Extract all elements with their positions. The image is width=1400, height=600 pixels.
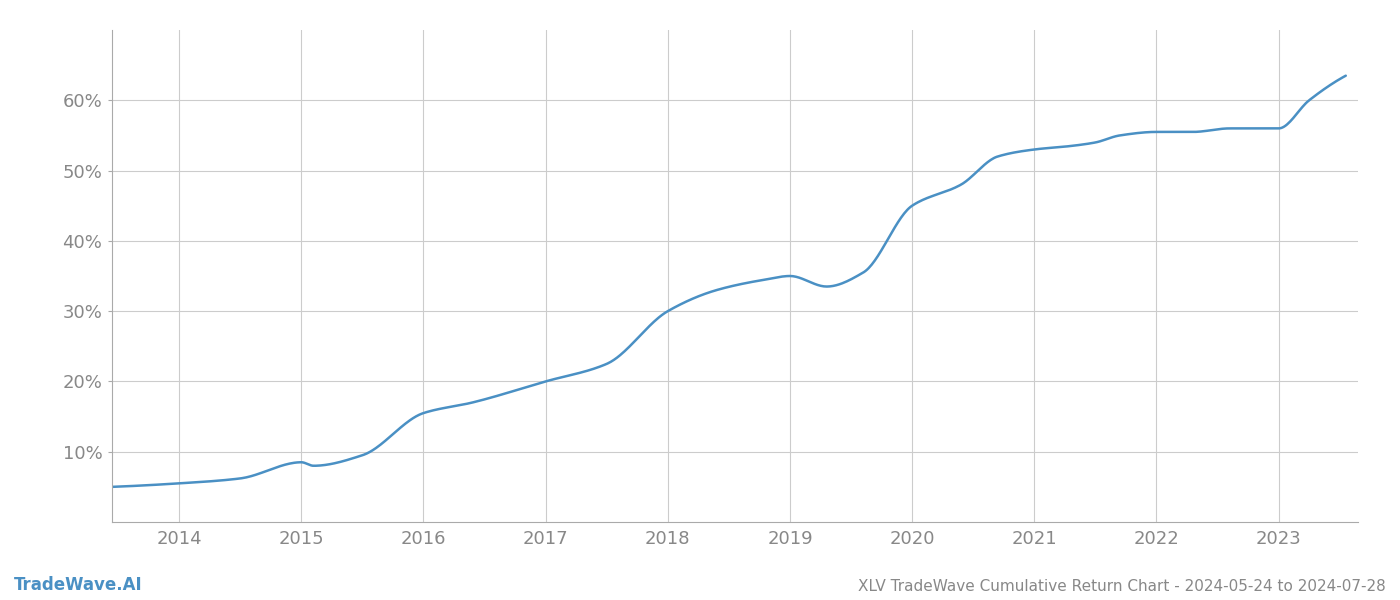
Text: TradeWave.AI: TradeWave.AI — [14, 576, 143, 594]
Text: XLV TradeWave Cumulative Return Chart - 2024-05-24 to 2024-07-28: XLV TradeWave Cumulative Return Chart - … — [858, 579, 1386, 594]
